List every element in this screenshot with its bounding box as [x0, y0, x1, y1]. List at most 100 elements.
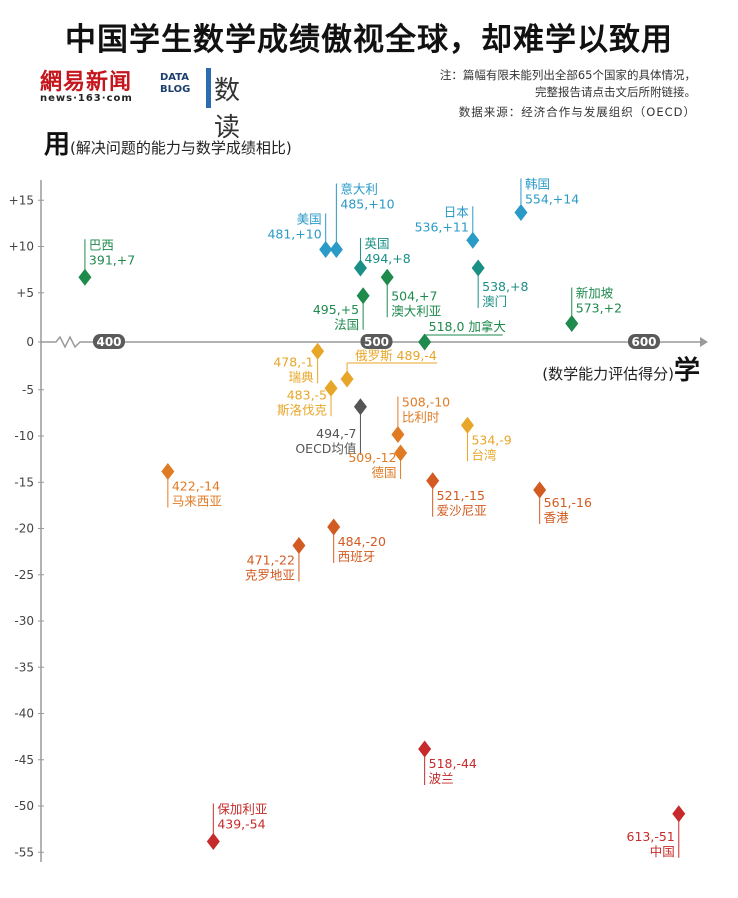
point-value: 554,+14: [525, 192, 579, 207]
diamond-marker: [380, 268, 394, 286]
chart-axes: [40, 180, 708, 862]
diamond-marker: [356, 287, 370, 305]
diamond-marker: [353, 259, 367, 277]
point-name: 法国: [334, 317, 359, 332]
point-name: 意大利: [340, 182, 378, 197]
y-tick-label: -15: [14, 475, 34, 489]
point-value: 494,-7: [316, 426, 356, 441]
data-point-法国: 495,+5法国: [313, 287, 370, 332]
diamond-marker: [161, 463, 175, 480]
point-name: 保加利亚: [217, 802, 267, 817]
note-line-2: 完整报告请点击文后所附链接。: [535, 85, 696, 99]
x-tick-pill: [360, 334, 393, 349]
point-name: 克罗地亚: [245, 568, 295, 583]
y-ticks: +15 +10 +5 0 -5 -10 -15 -20 -25 -30 -35 -40 -45 -50 -5…: [9, 193, 44, 859]
netease-domain: news·163·com: [40, 93, 133, 104]
y-tick-label: -35: [14, 660, 34, 674]
y-axis-label: 用(解决问题的能力与数学成绩相比): [44, 124, 292, 161]
x-axis-label: (数学能力评估得分)学: [542, 350, 700, 387]
brand-logo: 網易新闻 news·163·com DATA BLOG 数读: [40, 64, 280, 143]
y-tick-label: -20: [14, 522, 34, 536]
point-name: 香港: [544, 510, 570, 525]
x-tick-pill: [628, 334, 660, 349]
point-name: 德国: [372, 465, 397, 480]
point-value: 509,-12: [348, 450, 396, 465]
diamond-marker: [426, 472, 440, 490]
point-value: 439,-54: [217, 817, 265, 832]
point-value: 538,+8: [482, 279, 528, 294]
point-name: 美国: [297, 212, 322, 227]
point-name: 日本: [444, 204, 470, 219]
point-value: 508,-10: [402, 395, 450, 410]
diamond-marker: [418, 333, 432, 351]
point-name: 台湾: [471, 447, 496, 462]
diamond-marker: [324, 379, 338, 397]
diamond-marker: [311, 342, 325, 360]
point-name: 加拿大: [468, 319, 506, 334]
point-value: 478,-1: [273, 354, 313, 369]
point-value: 494,+8: [364, 251, 410, 266]
y-tick-label: -10: [14, 429, 34, 443]
diamond-marker: [206, 833, 220, 850]
netease-news-logo: 網易新闻: [40, 69, 133, 95]
y-tick-label: +5: [16, 286, 34, 300]
point-value: 534,-9: [471, 432, 511, 447]
y-axis-label-main: 用: [44, 130, 71, 160]
note-line-1: 注：篇幅有限未能列出全部65个国家的具体情况，: [439, 68, 696, 82]
point-name: 比利时: [402, 410, 440, 425]
point-value: 471,-22: [247, 553, 295, 568]
diamond-marker: [327, 518, 341, 536]
x-axis-label-desc: (数学能力评估得分): [542, 365, 674, 383]
diamond-marker: [394, 444, 408, 462]
point-value: 422,-14: [172, 479, 220, 494]
point-name: 中国: [650, 844, 675, 859]
x-tick-label: 500: [364, 335, 389, 349]
point-name: 韩国: [525, 177, 550, 192]
y-tick-label: +10: [9, 240, 34, 254]
point-value: 481,+10: [267, 227, 321, 242]
diamond-marker: [391, 426, 405, 443]
y-tick-label: -5: [22, 383, 34, 397]
diamond-marker: [565, 315, 579, 332]
point-name: 波兰: [429, 771, 454, 786]
y-axis-label-desc: (解决问题的能力与数学成绩相比): [70, 139, 292, 157]
x-tick-label: 600: [631, 335, 656, 349]
diamond-marker: [514, 204, 528, 221]
point-value: 561,-16: [544, 495, 592, 510]
x-axis-arrow: [700, 337, 708, 347]
point-value: 483,-5: [287, 387, 327, 402]
point-label: 518,0 加拿大: [429, 319, 506, 334]
y-tick-label: -55: [14, 845, 34, 859]
datablog-bar-icon: [206, 68, 211, 108]
chart-title: 中国学生数学成绩傲视全球，却难学以致用: [65, 22, 673, 58]
data-points: 巴西391,+7美国481,+10意大利485,+10英国494,+8495,+…: [78, 177, 686, 859]
y-tick-label: -45: [14, 753, 34, 767]
data-point-台湾: 534,-9台湾: [460, 416, 512, 462]
point-name: 新加坡: [576, 286, 614, 301]
point-name: 澳门: [482, 294, 507, 309]
x-axis-line: [40, 335, 700, 349]
point-value: 518,-44: [429, 756, 477, 771]
point-name: 英国: [364, 236, 389, 251]
y-tick-label: -50: [14, 799, 34, 813]
data-point-俄罗斯: 俄罗斯 489,-4: [340, 348, 438, 388]
point-value: 484,-20: [338, 534, 386, 549]
diamond-marker: [340, 370, 354, 388]
diamond-marker: [353, 398, 367, 416]
x-axis-label-main: 学: [673, 356, 700, 386]
